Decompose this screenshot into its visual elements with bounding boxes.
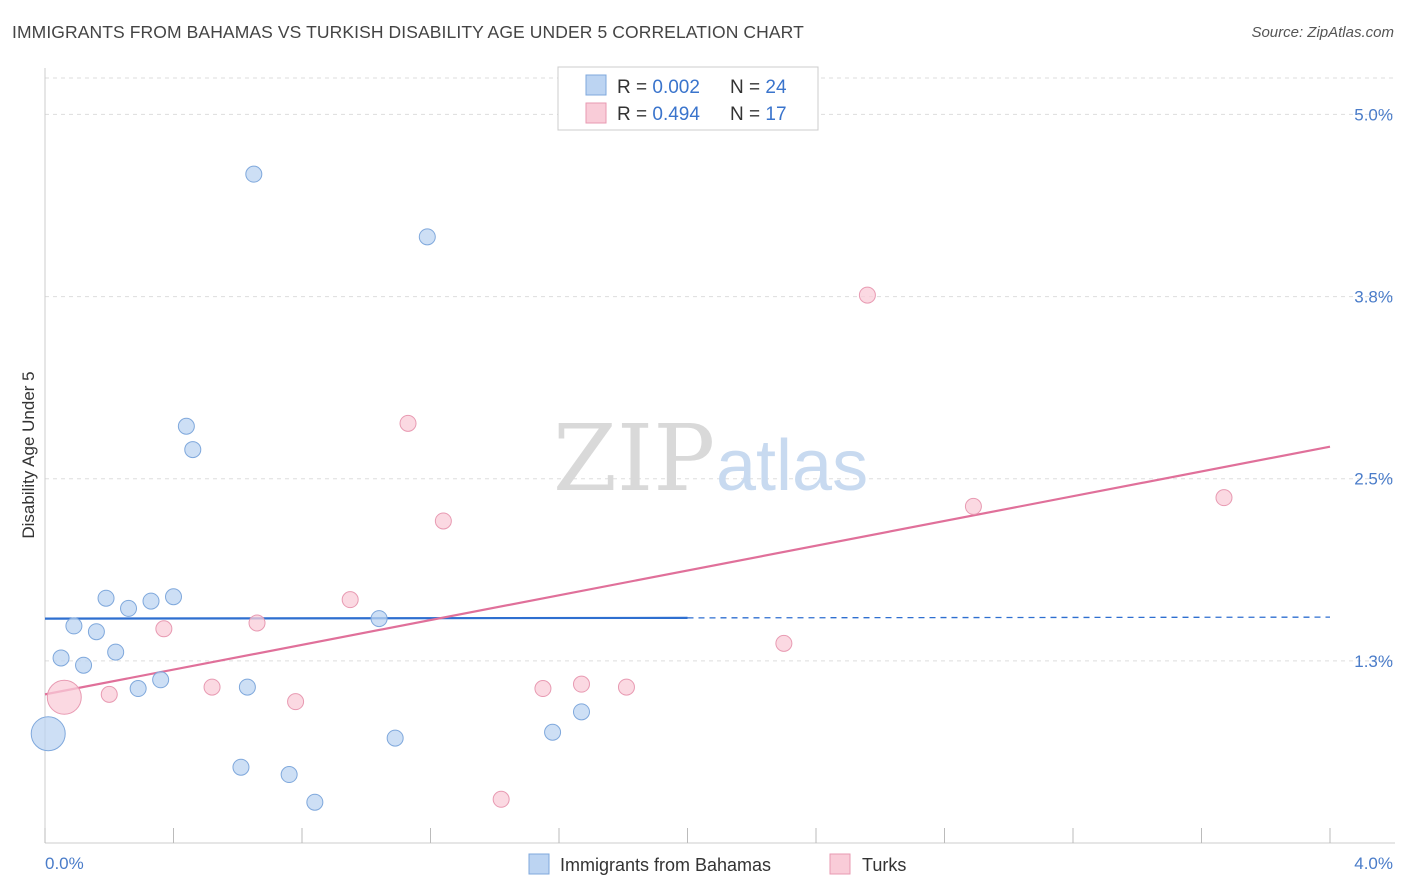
- point-bahamas: [120, 599, 138, 617]
- point-bahamas: [107, 643, 125, 661]
- point-bahamas: [129, 680, 147, 698]
- chart-title: IMMIGRANTS FROM BAHAMAS VS TURKISH DISAB…: [12, 22, 804, 42]
- point-turks: [858, 286, 876, 304]
- y-tick-label: 1.3%: [1354, 652, 1393, 671]
- legend-n-value-1: 24: [765, 77, 787, 98]
- point-turks: [775, 634, 793, 652]
- point-bahamas: [65, 617, 83, 635]
- data-points: [30, 165, 1233, 811]
- point-turks: [572, 675, 590, 693]
- legend-n-value-2: 17: [765, 104, 786, 125]
- y-tick-label: 2.5%: [1354, 470, 1393, 489]
- legend-r-label-2: R =: [617, 104, 652, 125]
- point-bahamas: [142, 592, 160, 610]
- point-bahamas: [306, 793, 324, 811]
- svg-text:N = 24: N = 24: [730, 77, 787, 98]
- point-turks: [617, 678, 635, 696]
- y-tick-label: 5.0%: [1354, 105, 1393, 124]
- point-turks: [399, 414, 417, 432]
- point-bahamas: [544, 723, 562, 741]
- point-bahamas: [52, 649, 70, 667]
- point-turks: [287, 693, 305, 711]
- watermark-zip: ZIP: [553, 405, 715, 512]
- svg-text:R = 0.494: R = 0.494: [617, 104, 700, 125]
- y-axis-title: Disability Age Under 5: [19, 371, 38, 538]
- point-bahamas: [418, 228, 436, 246]
- point-bahamas: [165, 588, 182, 606]
- y-tick-label: 3.8%: [1354, 288, 1393, 307]
- y-tick-labels: 1.3% 2.5% 3.8% 5.0%: [1354, 105, 1393, 670]
- point-bahamas: [232, 758, 250, 776]
- point-turks: [46, 679, 82, 715]
- x-tick-labels: 0.0% 4.0%: [45, 854, 1393, 873]
- correlation-legend: R = 0.002 N = 24 R = 0.494 N = 17: [557, 66, 819, 131]
- x-tick-label-min: 0.0%: [45, 854, 84, 873]
- point-bahamas: [280, 766, 298, 784]
- point-bahamas: [184, 441, 202, 459]
- legend-swatch-blue: [585, 74, 607, 96]
- point-bahamas: [152, 671, 170, 689]
- point-bahamas: [30, 716, 66, 752]
- point-turks: [248, 614, 266, 632]
- svg-text:R = 0.002: R = 0.002: [617, 77, 700, 98]
- bottom-legend-label-turks: Turks: [862, 855, 906, 875]
- bottom-legend-label-bahamas: Immigrants from Bahamas: [560, 855, 771, 875]
- grid-lines: [45, 77, 1395, 662]
- watermark-atlas: atlas: [716, 426, 868, 506]
- point-bahamas: [97, 589, 115, 607]
- series-legend: Immigrants from Bahamas Turks: [528, 853, 906, 875]
- legend-n-label-1: N =: [730, 77, 765, 98]
- point-turks: [155, 620, 173, 638]
- legend-r-value-2: 0.494: [652, 104, 700, 125]
- point-turks: [1215, 489, 1233, 507]
- point-turks: [492, 790, 510, 808]
- trend-line-bahamas-extension: [687, 616, 1331, 619]
- bottom-legend-swatch-blue: [528, 853, 550, 875]
- point-bahamas: [370, 610, 388, 628]
- legend-n-label-2: N =: [730, 104, 765, 125]
- point-turks: [100, 685, 118, 703]
- point-turks: [434, 512, 452, 530]
- point-turks: [964, 497, 982, 515]
- legend-swatch-pink: [585, 102, 607, 124]
- point-bahamas: [75, 656, 93, 674]
- legend-r-label-1: R =: [617, 77, 652, 98]
- point-bahamas: [87, 623, 105, 641]
- trend-line-turks: [44, 445, 1331, 696]
- source-note: Source: ZipAtlas.com: [1251, 24, 1394, 41]
- axes: [44, 68, 1395, 844]
- point-turks: [203, 678, 221, 696]
- point-turks: [534, 680, 552, 698]
- point-bahamas: [245, 165, 263, 183]
- trend-lines: [44, 445, 1331, 696]
- point-turks: [341, 591, 359, 609]
- trend-line-bahamas: [44, 616, 688, 620]
- x-tick-label-max: 4.0%: [1354, 854, 1393, 873]
- svg-text:N = 17: N = 17: [730, 104, 787, 125]
- legend-r-value-1: 0.002: [652, 77, 700, 98]
- point-bahamas: [177, 417, 195, 435]
- point-bahamas: [572, 703, 590, 721]
- point-bahamas: [238, 678, 256, 696]
- point-bahamas: [386, 729, 404, 747]
- bottom-legend-swatch-pink: [829, 853, 851, 875]
